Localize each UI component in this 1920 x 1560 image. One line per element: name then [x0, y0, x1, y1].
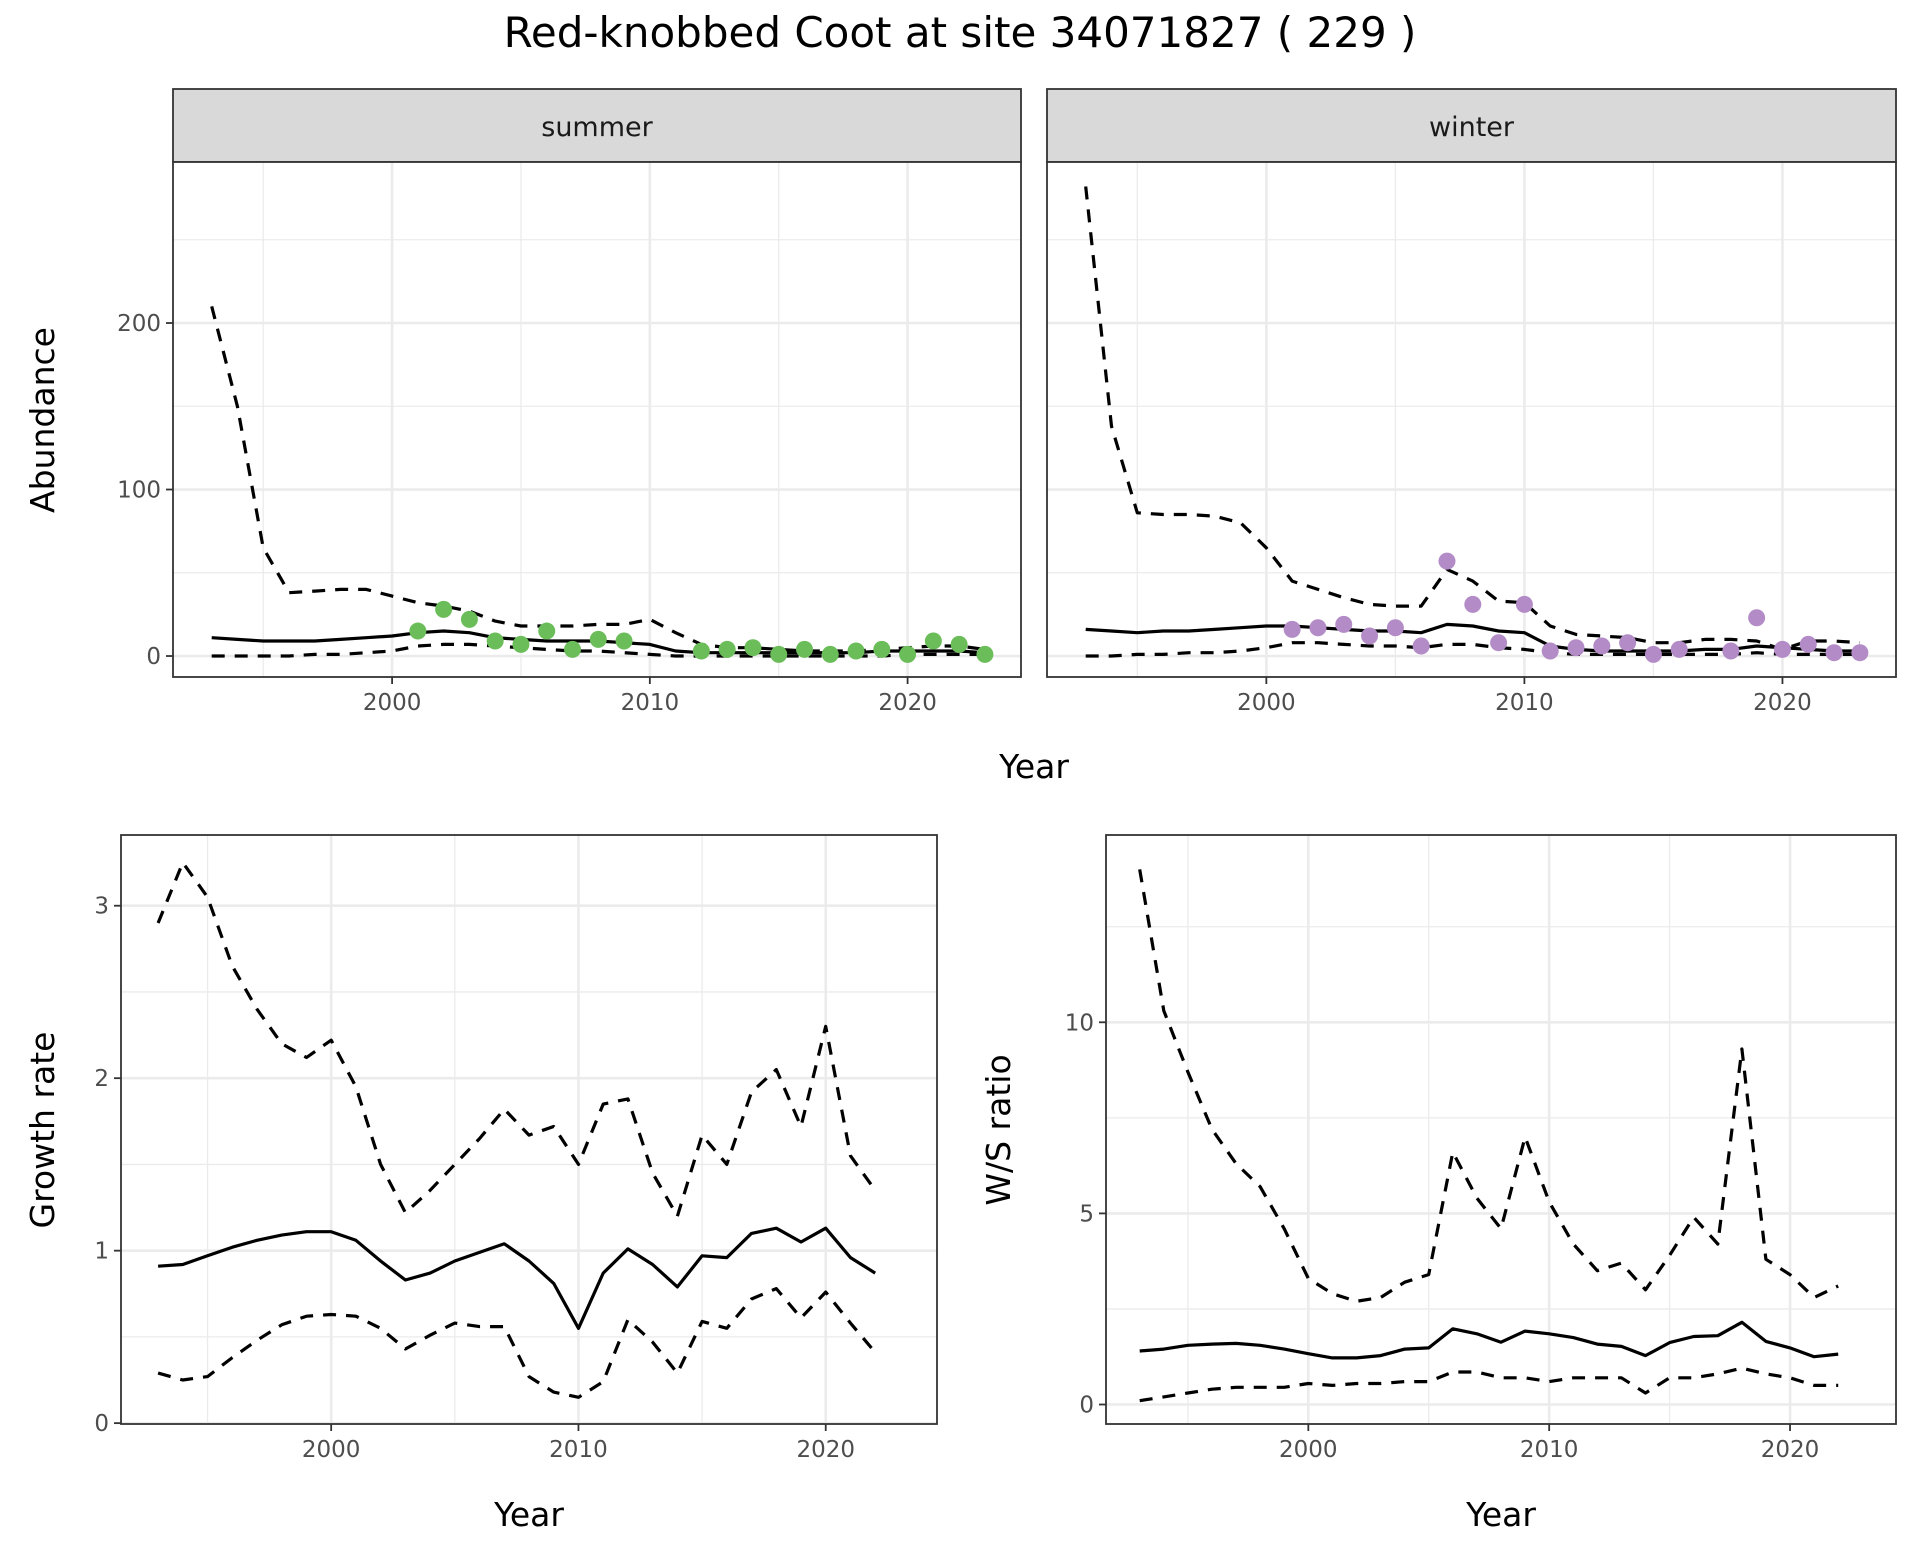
growth-rate-lower-line: [157, 1287, 877, 1399]
abundance-winter-data-point: [1619, 634, 1637, 652]
growth-rate-panel-background: [121, 835, 937, 1424]
abundance-summer-data-point: [744, 639, 762, 657]
abundance-summer-strip-label: summer: [541, 112, 653, 143]
growth-rate-x-tick-label: 2000: [302, 1437, 361, 1463]
ws-ratio-median-line: [1139, 1320, 1839, 1360]
growth-rate-y-tick-label: 0: [94, 1411, 109, 1437]
abundance-winter-data-point: [1412, 637, 1430, 655]
abundance-summer-x-tick-label: 2020: [878, 690, 937, 716]
growth-rate-median-line: [157, 1226, 877, 1330]
growth-rate-panel-border: [120, 834, 938, 1425]
abundance-summer-data-point: [795, 640, 813, 658]
abundance-winter-data-point: [1851, 644, 1869, 662]
abundance-summer-data-point: [615, 632, 633, 650]
abundance-winter-data-point: [1283, 620, 1301, 638]
abundance-summer-data-point: [538, 622, 556, 640]
abundance-summer-data-point: [435, 600, 453, 618]
chart-title: Red-knobbed Coot at site 34071827 ( 229 …: [503, 8, 1417, 57]
abundance-summer-data-point: [847, 642, 865, 660]
abundance-winter-data-point: [1722, 642, 1740, 660]
ws-ratio-y-tick-label: 5: [1079, 1201, 1094, 1227]
abundance-summer-data-point: [924, 632, 942, 650]
abundance-winter-panel-background: [1047, 162, 1896, 677]
growth-rate-y-tick-label: 3: [94, 894, 109, 920]
abundance-winter-strip-label: winter: [1429, 112, 1515, 143]
abundance-summer-strip: [172, 88, 1022, 163]
growth-rate-x-axis-title: Year: [493, 1495, 564, 1534]
abundance-winter-data-point: [1644, 645, 1662, 663]
abundance-winter-data-point: [1464, 595, 1482, 613]
abundance-summer-data-point: [564, 640, 582, 658]
abundance-winter-data-point: [1593, 637, 1611, 655]
abundance-winter-strip: [1046, 88, 1897, 163]
abundance-winter-panel-border: [1046, 161, 1897, 678]
abundance-summer-data-point: [873, 640, 891, 658]
abundance-summer-data-point: [512, 635, 530, 653]
abundance-summer-data-point: [692, 642, 710, 660]
abundance-winter-x-tick-label: 2000: [1237, 690, 1296, 716]
abundance-summer-data-point: [460, 610, 478, 628]
abundance-summer-data-point: [409, 622, 427, 640]
abundance-winter-data-point: [1670, 640, 1688, 658]
abundance-winter-x-tick-label: 2020: [1753, 690, 1812, 716]
growth-rate-x-tick-label: 2010: [549, 1437, 608, 1463]
abundance-winter-data-point: [1386, 619, 1404, 637]
abundance-summer-y-tick-label: 200: [117, 311, 161, 337]
abundance-summer-data-point: [486, 632, 504, 650]
abundance-winter-x-tick-label: 2010: [1495, 690, 1554, 716]
abundance-summer-data-point: [770, 645, 788, 663]
abundance-winter-data-point: [1490, 634, 1508, 652]
abundance-summer-data-point: [950, 635, 968, 653]
abundance-summer-y-tick-label: 0: [146, 644, 161, 670]
ws-ratio-y-tick-label: 10: [1065, 1010, 1094, 1036]
abundance-winter-data-point: [1309, 619, 1327, 637]
abundance-winter-data-point: [1567, 639, 1585, 657]
abundance-summer-x-tick-label: 2000: [363, 690, 422, 716]
abundance-winter-data-point: [1541, 642, 1559, 660]
growth-rate-y-tick-label: 2: [94, 1066, 109, 1092]
ws-ratio-x-tick-label: 2020: [1761, 1437, 1820, 1463]
ws-ratio-x-axis-title: Year: [1465, 1495, 1536, 1534]
abundance-winter-data-point: [1515, 595, 1533, 613]
abundance-summer-data-point: [899, 645, 917, 663]
abundance-winter-data-point: [1799, 635, 1817, 653]
ws-ratio-panel-border: [1105, 834, 1897, 1425]
ws-ratio-x-tick-label: 2010: [1520, 1437, 1579, 1463]
abundance-winter-data-point: [1361, 627, 1379, 645]
ws-ratio-y-axis-title: W/S ratio: [979, 1054, 1018, 1205]
abundance-summer-data-point: [976, 645, 994, 663]
abundance-summer-data-point: [718, 640, 736, 658]
abundance-summer-data-point: [589, 630, 607, 648]
abundance-winter-upper-line: [1084, 186, 1861, 651]
abundance-x-axis-title: Year: [998, 747, 1069, 786]
abundance-winter-data-point: [1335, 615, 1353, 633]
ws-ratio-y-tick-label: 0: [1079, 1393, 1094, 1419]
ws-ratio-lower-line: [1139, 1366, 1839, 1403]
abundance-winter-data-point: [1825, 644, 1843, 662]
abundance-winter-data-point: [1748, 609, 1766, 627]
abundance-y-axis-title: Abundance: [23, 327, 62, 513]
ws-ratio-panel-background: [1106, 835, 1896, 1424]
abundance-summer-x-tick-label: 2010: [621, 690, 680, 716]
growth-rate-y-tick-label: 1: [94, 1239, 109, 1265]
ws-ratio-x-tick-label: 2000: [1279, 1437, 1338, 1463]
abundance-winter-data-point: [1438, 552, 1456, 570]
abundance-summer-y-tick-label: 100: [117, 478, 161, 504]
growth-rate-y-axis-title: Growth rate: [23, 1032, 62, 1229]
growth-rate-x-tick-label: 2020: [796, 1437, 855, 1463]
abundance-winter-data-point: [1773, 640, 1791, 658]
abundance-summer-data-point: [821, 645, 839, 663]
abundance-summer-panel-border: [172, 161, 1022, 678]
